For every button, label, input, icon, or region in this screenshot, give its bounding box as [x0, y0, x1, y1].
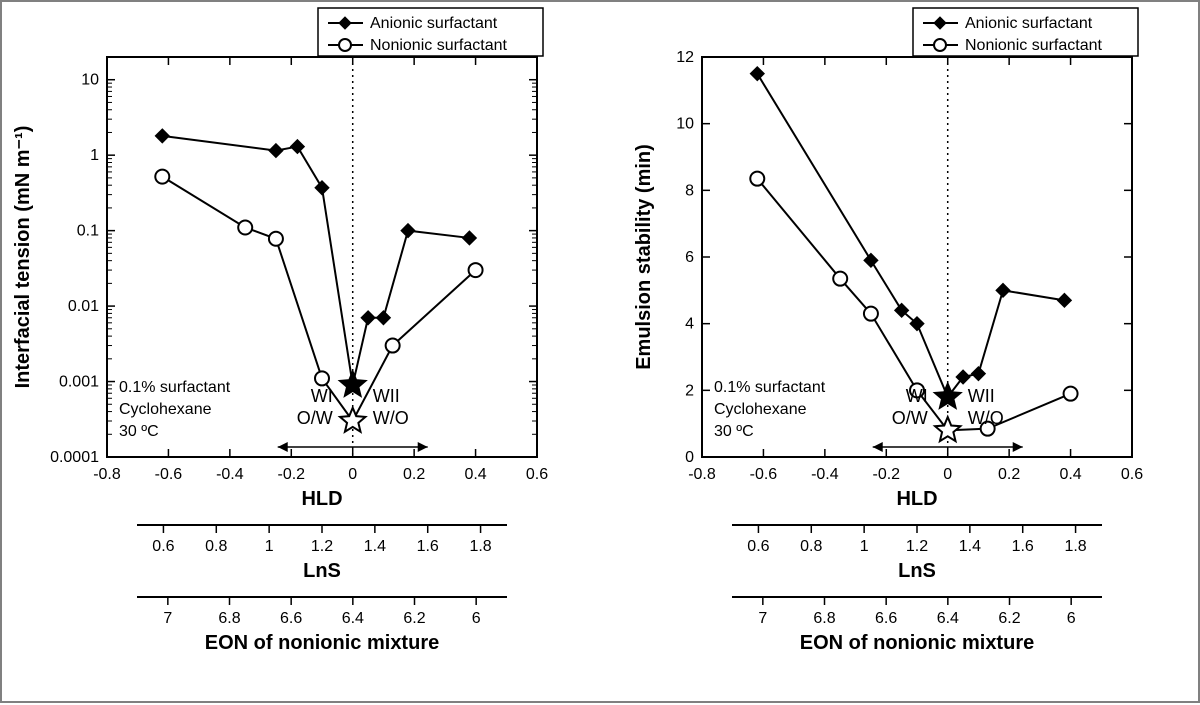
svg-text:8: 8: [685, 182, 694, 199]
svg-text:0.6: 0.6: [152, 538, 174, 555]
svg-text:Interfacial tension (mN m⁻¹): Interfacial tension (mN m⁻¹): [12, 126, 34, 389]
figure-container: -0.8 -0.6 -0.4 -0.2 0 0.2 0.4 0.6 0.0001 0.001 0.0…: [0, 0, 1200, 703]
svg-text:0.1% surfactant: 0.1% surfactant: [119, 379, 231, 396]
svg-text:0.1: 0.1: [77, 223, 99, 240]
svg-text:10: 10: [676, 116, 694, 133]
svg-text:0.01: 0.01: [68, 298, 99, 315]
svg-text:1: 1: [860, 538, 869, 555]
svg-text:7: 7: [163, 610, 172, 627]
svg-text:O/W: O/W: [297, 408, 333, 428]
svg-text:-0.4: -0.4: [216, 466, 244, 483]
svg-text:0.0001: 0.0001: [50, 449, 99, 466]
svg-text:WII: WII: [373, 386, 400, 406]
svg-text:6.2: 6.2: [998, 610, 1020, 627]
svg-text:6: 6: [1067, 610, 1076, 627]
svg-text:WI: WI: [311, 386, 333, 406]
svg-text:0.001: 0.001: [59, 374, 99, 391]
svg-text:0.2: 0.2: [403, 466, 425, 483]
svg-text:0.2: 0.2: [998, 466, 1020, 483]
svg-text:6.8: 6.8: [218, 610, 240, 627]
svg-text:0.6: 0.6: [526, 466, 548, 483]
svg-text:0.4: 0.4: [464, 466, 486, 483]
svg-text:0.1% surfactant: 0.1% surfactant: [714, 379, 826, 396]
svg-text:Emulsion stability (min): Emulsion stability (min): [633, 144, 655, 370]
svg-text:LnS: LnS: [898, 560, 936, 582]
svg-text:12: 12: [676, 49, 694, 66]
svg-text:7: 7: [758, 610, 767, 627]
svg-text:EON of nonionic mixture: EON of nonionic mixture: [800, 632, 1034, 654]
svg-text:0: 0: [348, 466, 357, 483]
svg-text:6.6: 6.6: [280, 610, 302, 627]
svg-text:1.2: 1.2: [906, 538, 928, 555]
svg-text:Nonionic surfactant: Nonionic surfactant: [370, 37, 508, 54]
svg-text:6.2: 6.2: [403, 610, 425, 627]
svg-text:0: 0: [685, 449, 694, 466]
svg-text:W/O: W/O: [968, 408, 1004, 428]
svg-text:Cyclohexane: Cyclohexane: [119, 401, 212, 418]
svg-text:Anionic surfactant: Anionic surfactant: [965, 15, 1093, 32]
svg-text:1.8: 1.8: [469, 538, 491, 555]
svg-text:-0.6: -0.6: [155, 466, 183, 483]
svg-text:EON of nonionic mixture: EON of nonionic mixture: [205, 632, 439, 654]
svg-text:WII: WII: [968, 386, 995, 406]
svg-text:4: 4: [685, 316, 694, 333]
svg-text:0.8: 0.8: [800, 538, 822, 555]
svg-text:30 ºC: 30 ºC: [119, 423, 159, 440]
svg-text:Nonionic surfactant: Nonionic surfactant: [965, 37, 1103, 54]
svg-text:1: 1: [265, 538, 274, 555]
svg-text:6.4: 6.4: [342, 610, 364, 627]
svg-text:2: 2: [685, 382, 694, 399]
svg-text:1.6: 1.6: [417, 538, 439, 555]
svg-text:-0.8: -0.8: [688, 466, 716, 483]
svg-text:10: 10: [81, 72, 99, 89]
svg-text:-0.8: -0.8: [93, 466, 121, 483]
svg-text:6.4: 6.4: [937, 610, 959, 627]
svg-text:0.8: 0.8: [205, 538, 227, 555]
svg-text:1.2: 1.2: [311, 538, 333, 555]
svg-text:1.4: 1.4: [364, 538, 386, 555]
svg-text:6.8: 6.8: [813, 610, 835, 627]
figure-svg: -0.8 -0.6 -0.4 -0.2 0 0.2 0.4 0.6 0.0001 0.001 0.0…: [2, 2, 1200, 705]
svg-text:1.4: 1.4: [959, 538, 981, 555]
svg-text:WI: WI: [906, 386, 928, 406]
svg-text:0: 0: [943, 466, 952, 483]
svg-text:Cyclohexane: Cyclohexane: [714, 401, 807, 418]
svg-text:0.6: 0.6: [747, 538, 769, 555]
svg-text:-0.6: -0.6: [750, 466, 778, 483]
svg-text:6: 6: [472, 610, 481, 627]
svg-text:-0.2: -0.2: [277, 466, 305, 483]
svg-text:6.6: 6.6: [875, 610, 897, 627]
svg-text:W/O: W/O: [373, 408, 409, 428]
svg-text:LnS: LnS: [303, 560, 341, 582]
svg-text:0.4: 0.4: [1059, 466, 1081, 483]
svg-text:HLD: HLD: [896, 488, 937, 510]
svg-text:1.8: 1.8: [1064, 538, 1086, 555]
svg-text:Anionic surfactant: Anionic surfactant: [370, 15, 498, 32]
svg-text:HLD: HLD: [301, 488, 342, 510]
svg-text:30 ºC: 30 ºC: [714, 423, 754, 440]
svg-text:1: 1: [90, 147, 99, 164]
svg-text:6: 6: [685, 249, 694, 266]
svg-text:O/W: O/W: [892, 408, 928, 428]
svg-text:1.6: 1.6: [1012, 538, 1034, 555]
svg-text:-0.2: -0.2: [872, 466, 900, 483]
svg-text:0.6: 0.6: [1121, 466, 1143, 483]
svg-text:-0.4: -0.4: [811, 466, 839, 483]
